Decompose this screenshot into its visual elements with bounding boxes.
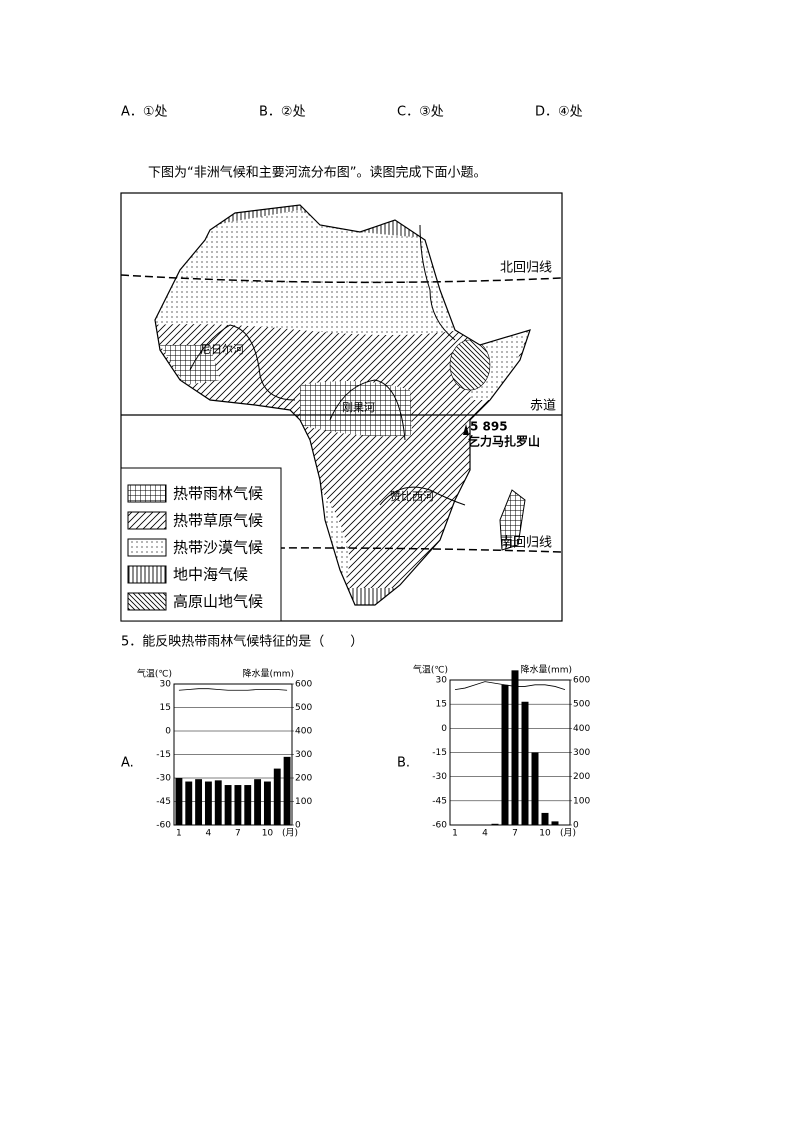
bar (492, 824, 499, 825)
x-tick-label: 4 (206, 829, 212, 839)
y-tick-label: 0 (441, 724, 447, 734)
y-tick-label: -45 (156, 797, 171, 807)
line-label: 赤道 (530, 399, 556, 414)
bar (244, 785, 251, 825)
zone-highland (450, 340, 490, 390)
y-tick-label: -60 (156, 821, 171, 831)
option: C．③处 (397, 105, 444, 120)
bar (205, 782, 212, 825)
y2-tick-label: 600 (573, 676, 590, 686)
y-tick-label: 15 (160, 703, 171, 713)
bar (512, 670, 519, 825)
y2-tick-label: 400 (573, 724, 590, 734)
y2-tick-label: 600 (295, 680, 312, 690)
bar (532, 753, 539, 826)
legend-label: 热带沙漠气候 (173, 539, 263, 557)
bar (195, 779, 202, 825)
option: D．④处 (535, 105, 583, 120)
legend-swatch (128, 512, 166, 529)
bar (185, 782, 192, 825)
legend-label: 热带草原气候 (173, 512, 263, 530)
intro: 下图为“非洲气候和主要河流分布图”。读图完成下面小题。 (148, 165, 486, 181)
line-label: 北回归线 (500, 261, 552, 276)
peak-height: 5 895 (470, 420, 508, 434)
legend-swatch (128, 593, 166, 610)
bar (284, 757, 291, 825)
option: A．①处 (121, 105, 168, 120)
x-tick-label: 10 (539, 829, 551, 839)
bar (542, 813, 549, 825)
legend-swatch (128, 485, 166, 502)
y2-tick-label: 500 (573, 700, 590, 710)
y2-tick-label: 100 (295, 797, 312, 807)
y-tick-label: -30 (156, 774, 171, 784)
map: 北回归线 赤道 南回归线 尼日尔河 刚果河 赞比西河 5 895 乞力马扎罗山 … (121, 193, 562, 621)
legend-label: 热带雨林气候 (173, 485, 263, 503)
x-tick-label: 7 (512, 829, 518, 839)
legend-label: 高原山地气候 (173, 593, 263, 611)
option: B．②处 (259, 105, 306, 120)
y2-tick-label: 400 (295, 727, 312, 737)
y-tick-label: -60 (432, 821, 447, 831)
legend-swatch (128, 566, 166, 583)
x-tick-label: 4 (482, 829, 488, 839)
legend-swatch (128, 539, 166, 556)
y2-tick-label: 300 (295, 750, 312, 760)
line-label: 南回归线 (500, 535, 552, 551)
temperature-line (455, 682, 565, 690)
y2-tick-label: 500 (295, 703, 312, 713)
bar (522, 702, 529, 825)
y-tick-label: 0 (165, 727, 171, 737)
x-tick-label: 7 (235, 829, 241, 839)
bar (254, 779, 261, 825)
bar (274, 769, 281, 825)
options: A．①处 B．②处 C．③处 D．④处 (121, 105, 583, 120)
y-axis-label: 气温(℃) (413, 664, 448, 676)
y-tick-label: 30 (160, 680, 172, 690)
y-tick-label: 15 (436, 700, 447, 710)
y-tick-label: -15 (156, 750, 171, 760)
x-tick-label: 10 (262, 829, 274, 839)
bar (234, 785, 241, 825)
question: 5．能反映热带雨林气候特征的是（ ） (121, 634, 363, 650)
bar (264, 782, 271, 825)
x-tick-label: 1 (176, 829, 182, 839)
temperature-line (179, 689, 287, 691)
bar (502, 685, 509, 825)
y-tick-label: 30 (436, 676, 448, 686)
y-tick-label: -30 (432, 772, 447, 782)
y2-tick-label: 300 (573, 748, 590, 758)
bar (175, 778, 182, 825)
y2-tick-label: 200 (295, 774, 312, 784)
y-tick-label: -45 (432, 796, 447, 806)
river-label: 赞比西河 (390, 490, 434, 503)
river-label: 尼日尔河 (200, 343, 244, 356)
x-unit: (月) (560, 828, 576, 839)
y2-axis-label: 降水量(mm) (520, 664, 572, 676)
chart-letter: A. (121, 756, 134, 771)
river-label: 刚果河 (342, 401, 375, 414)
bar (215, 780, 222, 825)
y2-tick-label: 100 (573, 796, 590, 806)
chart-letter: B. (397, 756, 410, 771)
bar (225, 785, 232, 825)
y2-axis-label: 降水量(mm) (242, 668, 294, 680)
y2-tick-label: 200 (573, 772, 590, 782)
x-unit: (月) (282, 828, 298, 839)
legend-label: 地中海气候 (173, 566, 248, 584)
x-tick-label: 1 (452, 829, 458, 839)
peak-name: 乞力马扎罗山 (467, 434, 540, 449)
y-tick-label: -15 (432, 748, 447, 758)
bar (552, 821, 559, 825)
y-axis-label: 气温(℃) (137, 668, 172, 680)
